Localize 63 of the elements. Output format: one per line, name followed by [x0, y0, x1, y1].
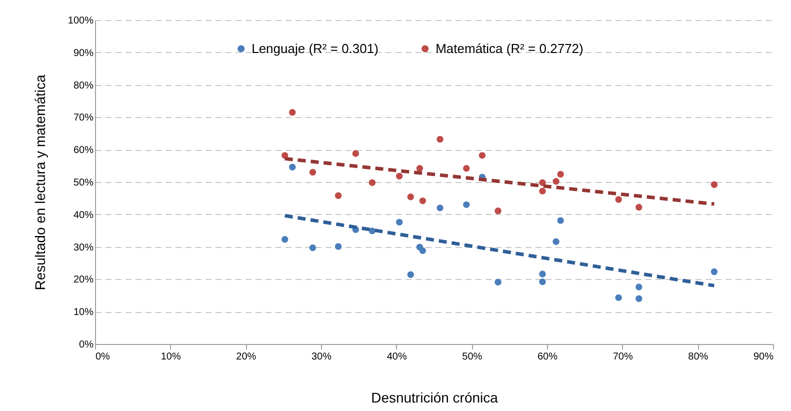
- x-tick-label: 90%: [753, 352, 774, 362]
- point: [710, 268, 718, 276]
- point: [309, 168, 316, 176]
- point: [636, 295, 642, 302]
- x-tick-label: 0%: [96, 352, 110, 362]
- point: [494, 207, 502, 214]
- point: [419, 197, 426, 204]
- point: [436, 136, 444, 143]
- point: [710, 181, 718, 188]
- point: [407, 194, 414, 200]
- x-tick-label: 40%: [386, 352, 407, 362]
- x-tick-label: 30%: [311, 352, 332, 362]
- x-tick-label: 20%: [236, 352, 256, 362]
- y-tick-label: 90%: [73, 48, 94, 59]
- y-tick-label: 10%: [73, 307, 94, 318]
- point: [615, 196, 622, 203]
- point: [352, 150, 360, 157]
- point: [334, 243, 342, 250]
- point: [478, 152, 486, 159]
- point: [416, 165, 424, 172]
- point: [396, 218, 403, 226]
- legend-label: Matemática (R² = 0.2772): [436, 40, 584, 56]
- x-tick-label: 60%: [537, 352, 558, 362]
- point: [494, 278, 502, 286]
- point: [557, 170, 564, 178]
- point: [463, 165, 470, 172]
- x-tick-label: 10%: [160, 352, 181, 362]
- y-tick-label: 60%: [73, 145, 94, 156]
- point: [539, 179, 546, 186]
- legend-label: Lenguaje (R² = 0.301): [252, 40, 378, 56]
- point: [289, 164, 296, 170]
- x-tick-label: 80%: [688, 352, 708, 362]
- point: [281, 236, 288, 243]
- point: [436, 204, 444, 212]
- x-tick-label: 70%: [612, 352, 633, 362]
- y-tick-label: 40%: [73, 210, 94, 221]
- y-tick-label: 80%: [73, 80, 94, 92]
- y-tick-label: 0%: [79, 340, 94, 350]
- point: [557, 217, 564, 224]
- point: [368, 179, 376, 186]
- x-tick-label: 50%: [462, 352, 482, 362]
- x-axis-title: Desnutrición crónica: [371, 390, 498, 406]
- point: [334, 192, 342, 199]
- y-tick-label: 50%: [73, 178, 94, 188]
- point: [419, 247, 426, 254]
- point: [552, 238, 560, 245]
- point: [539, 188, 546, 194]
- point: [309, 244, 316, 252]
- y-tick-label: 100%: [68, 16, 94, 26]
- point: [463, 201, 470, 208]
- point: [396, 172, 403, 180]
- point: [636, 204, 642, 211]
- point: [636, 284, 642, 290]
- point: [615, 294, 622, 302]
- point: [552, 178, 560, 185]
- y-tick-label: 20%: [73, 274, 94, 286]
- point: [407, 271, 414, 278]
- y-tick-label: 30%: [73, 242, 94, 254]
- y-axis-title: Resultado en lectura y matemática: [32, 74, 48, 290]
- point: [539, 270, 546, 278]
- point: [539, 278, 546, 286]
- point: [289, 108, 296, 116]
- y-tick-label: 70%: [73, 112, 94, 124]
